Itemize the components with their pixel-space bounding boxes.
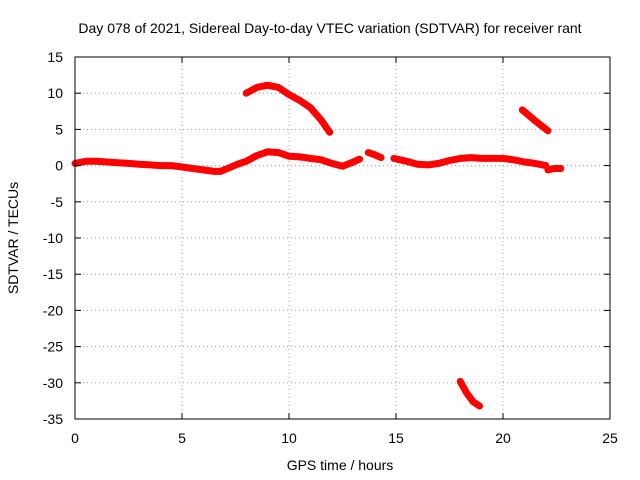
x-tick-label: 20 [495,430,511,446]
y-tick-label: 5 [55,121,63,137]
x-tick-label: 0 [71,430,79,446]
series-seg-15 [390,154,550,170]
axis-ticks [74,56,611,420]
y-tick-label: -20 [43,302,63,318]
y-tick-label: -25 [43,339,63,355]
y-tick-label: -5 [51,194,64,210]
x-tick-label: 5 [178,430,186,446]
series-seg-21-22 [518,106,552,135]
y-tick-label: -30 [43,375,63,391]
series-main [71,148,364,175]
x-axis-label: GPS time / hours [287,457,394,473]
y-axis-label: SDTVAR / TECUs [5,182,21,294]
x-tick-label: 25 [602,430,618,446]
series-arc-8-12 [242,81,334,136]
y-tick-label: -10 [43,230,63,246]
series-seg-18-19 [456,377,483,410]
series-seg-13.9 [364,149,385,162]
y-tick-label: -15 [43,266,63,282]
grid [75,57,610,419]
series-seg-22.5 [544,165,565,174]
y-tick-label: 15 [47,49,63,65]
x-tick-label: 15 [388,430,404,446]
x-tick-label: 10 [281,430,297,446]
y-tick-label: 10 [47,85,63,101]
y-tick-label: 0 [55,158,63,174]
tick-labels: 0 5 10 15 20 25 15 10 5 0 -5 -10 -15 -20 -25 -30 -35 [43,49,618,446]
y-tick-label: -35 [43,411,63,427]
series-group [71,81,565,410]
chart-title: Day 078 of 2021, Sidereal Day-to-day VTE… [78,20,581,36]
